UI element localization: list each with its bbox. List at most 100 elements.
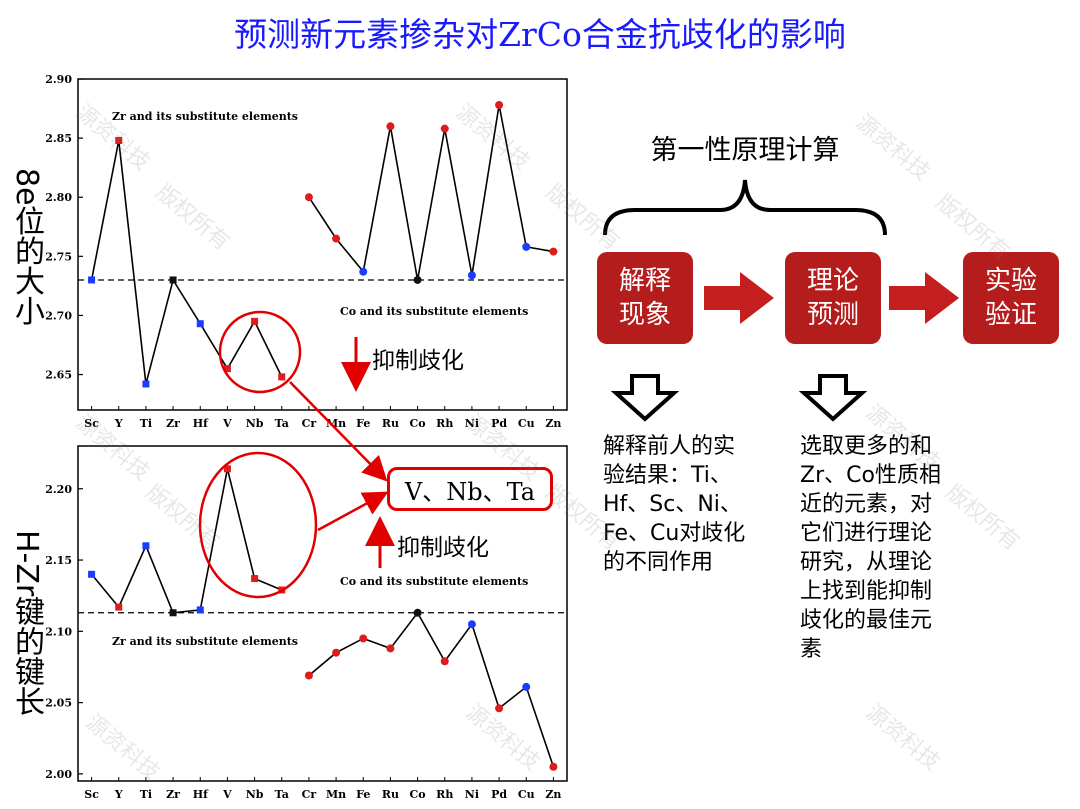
co-series-point xyxy=(467,271,476,280)
highlight-circle-top xyxy=(218,310,302,394)
zr-series-point xyxy=(115,136,123,144)
zr-series-point xyxy=(251,575,259,583)
page-title: 预测新元素掺杂对ZrCo合金抗歧化的影响 xyxy=(234,15,846,54)
zr-series-point xyxy=(223,365,231,373)
bottom-chart: 2.00 2.05 2.10 2.15 2.20 Sc Y Ti Zr Hf V Nb Ta Cr Mn Fe… xyxy=(45,445,568,801)
zr-series-point xyxy=(278,373,286,381)
flow-text-explain: 解释前人的实 验结果：Ti、 Hf、Sc、Ni、 Fe、Cu对歧化 的不同作用 xyxy=(603,434,746,575)
co-series-point xyxy=(332,648,341,657)
flow-box-explain-label: 解释 现象 xyxy=(618,266,671,330)
co-series-point xyxy=(413,275,422,284)
zr-series-point xyxy=(223,465,231,473)
x-tick-label: Nb xyxy=(246,417,264,430)
x-tick-label: Ta xyxy=(275,417,289,430)
zr-series-point xyxy=(196,606,204,614)
x-tick-label: Nb xyxy=(246,788,264,801)
x-tick-label: Ni xyxy=(465,417,479,430)
highlight-circle-bottom xyxy=(198,451,318,599)
x-tick-label: Ta xyxy=(275,788,289,801)
x-tick-label: Ti xyxy=(140,788,152,801)
flow-box-predict-label: 理论 预测 xyxy=(806,266,859,330)
x-tick-label: Cu xyxy=(518,417,535,430)
zr-series-point xyxy=(251,317,259,325)
chart-annotation: Co and its substitute elements xyxy=(340,305,528,318)
top-chart: 2.65 2.70 2.75 2.80 2.85 2.90 Sc Y Ti Zr Hf V Nb Ta Cr… xyxy=(45,73,568,430)
x-tick-label: Ru xyxy=(382,788,399,801)
flow-box-verify: 实验 验证 xyxy=(963,252,1059,344)
x-tick-label: Y xyxy=(114,788,123,801)
zr-series-point xyxy=(142,380,150,388)
zr-series-point xyxy=(88,570,96,578)
co-series-point xyxy=(332,234,341,243)
co-series-point xyxy=(495,704,504,713)
co-series-point xyxy=(304,193,313,202)
y-tick-label: 2.15 xyxy=(45,554,72,567)
co-series-point xyxy=(359,634,368,643)
x-tick-label: V xyxy=(222,788,232,801)
co-series-point xyxy=(549,762,558,771)
zr-series-line xyxy=(90,140,283,385)
x-tick-label: Zr xyxy=(166,788,180,801)
plot-frame xyxy=(77,78,568,411)
y-tick-label: 2.65 xyxy=(45,369,72,382)
y-tick-label: 2.00 xyxy=(45,768,72,781)
zr-series-point xyxy=(115,603,123,611)
co-series-point xyxy=(495,101,504,110)
x-tick-label: Co xyxy=(410,788,426,801)
co-series-point xyxy=(386,644,395,653)
x-tick-label: Fe xyxy=(356,788,370,801)
highlight-box: V、Nb、Ta xyxy=(387,467,553,511)
x-tick-label: Zn xyxy=(545,788,561,801)
x-tick-label: Cu xyxy=(518,788,535,801)
chart-annotation: Zr and its substitute elements xyxy=(112,635,298,648)
y-tick-label: 2.05 xyxy=(45,697,72,710)
co-series-point xyxy=(440,124,449,133)
plot-frame xyxy=(77,445,568,782)
x-tick-label: Zr xyxy=(166,417,180,430)
flow-text-predict: 选取更多的和 Zr、Co性质相 近的元素，对 它们进行理论 研究，从理论 上找到… xyxy=(800,434,941,662)
down-arrow-icon-2 xyxy=(798,374,868,422)
co-series-point xyxy=(386,122,395,131)
co-series-point xyxy=(359,267,368,276)
x-tick-label: Cr xyxy=(302,788,317,801)
co-series-point xyxy=(522,682,531,691)
zr-series-point xyxy=(196,320,204,328)
inhibit-label: 抑制歧化 xyxy=(372,348,464,374)
y-tick-label: 2.70 xyxy=(45,309,72,322)
x-tick-label: Rh xyxy=(436,788,453,801)
down-arrow-icon-1 xyxy=(610,374,680,422)
x-tick-label: Mn xyxy=(326,417,346,430)
x-tick-label: Sc xyxy=(84,417,99,430)
y-tick-label: 2.10 xyxy=(45,625,72,638)
x-tick-label: Mn xyxy=(326,788,346,801)
x-tick-label: Hf xyxy=(193,788,209,801)
x-tick-label: Ti xyxy=(140,417,152,430)
y-tick-label: 2.85 xyxy=(45,132,72,145)
co-series-point xyxy=(522,242,531,251)
flow-box-predict: 理论 预测 xyxy=(785,252,881,344)
connector-arrow-bottom xyxy=(317,491,389,532)
flow-arrow-icon-2 xyxy=(889,272,959,324)
co-series-point xyxy=(467,620,476,629)
zr-series-point xyxy=(142,542,150,550)
y-tick-label: 2.20 xyxy=(45,483,72,496)
x-tick-label: Hf xyxy=(193,417,209,430)
x-tick-label: Ru xyxy=(382,417,399,430)
flow-box-verify-label: 实验 验证 xyxy=(984,266,1037,330)
co-series-point xyxy=(304,671,313,680)
bottom-ylabel-text: H-Zr键的键长 xyxy=(9,530,44,717)
top-ylabel-text: 8e位的大小 xyxy=(9,168,44,326)
y-tick-label: 2.90 xyxy=(45,73,72,86)
connector-arrow-top xyxy=(289,381,388,482)
co-series-point xyxy=(413,608,422,617)
co-series-point xyxy=(549,247,558,256)
x-tick-label: Zn xyxy=(545,417,561,430)
flow-header: 第一性原理计算 xyxy=(650,135,840,166)
zr-series-point xyxy=(88,276,96,284)
y-tick-label: 2.80 xyxy=(45,191,72,204)
flow-box-explain: 解释 现象 xyxy=(597,252,693,344)
x-tick-label: Pd xyxy=(491,788,507,801)
x-tick-label: Ni xyxy=(465,788,479,801)
